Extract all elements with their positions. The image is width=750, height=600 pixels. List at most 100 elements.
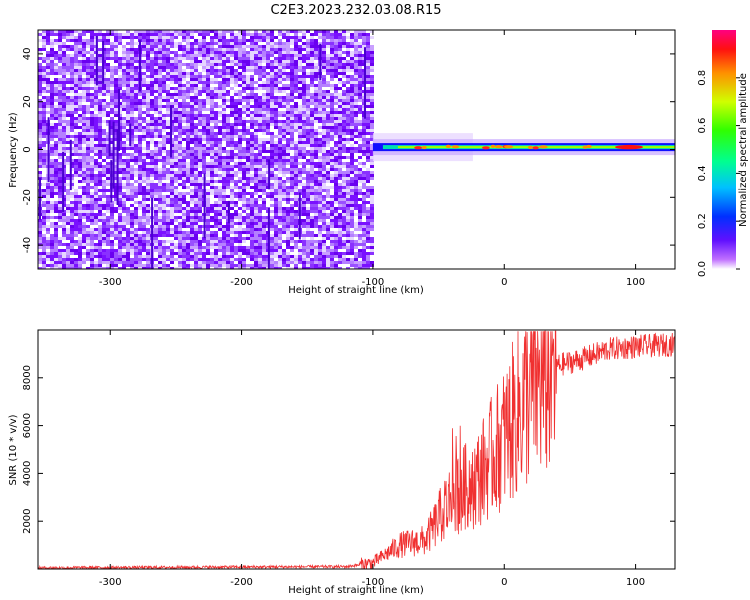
noise-cell bbox=[42, 111, 46, 114]
noise-cell bbox=[74, 30, 78, 33]
noise-cell bbox=[230, 90, 234, 93]
noise-cell bbox=[226, 198, 230, 201]
noise-cell bbox=[158, 129, 162, 132]
noise-cell bbox=[226, 120, 230, 123]
noise-cell bbox=[230, 222, 234, 225]
noise-cell bbox=[118, 195, 122, 198]
noise-cell bbox=[142, 81, 146, 84]
noise-cell bbox=[98, 120, 102, 123]
noise-cell bbox=[270, 210, 274, 213]
noise-cell bbox=[254, 147, 258, 150]
noise-cell bbox=[190, 117, 194, 120]
noise-cell bbox=[214, 240, 218, 243]
noise-cell bbox=[98, 252, 102, 255]
noise-cell bbox=[274, 168, 278, 171]
noise-cell bbox=[94, 138, 98, 141]
noise-cell bbox=[226, 33, 230, 36]
noise-cell bbox=[246, 186, 250, 189]
noise-cell bbox=[98, 60, 102, 63]
noise-cell bbox=[238, 174, 242, 177]
noise-cell bbox=[282, 30, 286, 33]
noise-cell bbox=[282, 39, 286, 42]
noise-cell bbox=[70, 168, 74, 171]
noise-cell bbox=[194, 258, 198, 261]
noise-cell bbox=[150, 72, 154, 75]
noise-cell bbox=[218, 60, 222, 63]
noise-cell bbox=[142, 93, 146, 96]
noise-cell bbox=[130, 69, 134, 72]
noise-cell bbox=[54, 84, 58, 87]
noise-cell bbox=[190, 216, 194, 219]
noise-cell bbox=[114, 69, 118, 72]
noise-cell bbox=[178, 180, 182, 183]
noise-cell bbox=[94, 153, 98, 156]
noise-cell bbox=[166, 234, 170, 237]
noise-cell bbox=[78, 153, 82, 156]
noise-cell bbox=[54, 45, 58, 48]
noise-cell bbox=[74, 123, 78, 126]
noise-cell bbox=[282, 48, 286, 51]
noise-cell bbox=[154, 42, 158, 45]
noise-cell bbox=[226, 126, 230, 129]
noise-cell bbox=[114, 213, 118, 216]
noise-cell bbox=[266, 177, 270, 180]
noise-cell bbox=[78, 111, 82, 114]
noise-cell bbox=[42, 144, 46, 147]
noise-cell bbox=[222, 69, 226, 72]
noise-cell bbox=[182, 96, 186, 99]
noise-cell bbox=[206, 129, 210, 132]
noise-cell bbox=[214, 69, 218, 72]
noise-cell bbox=[130, 126, 134, 129]
noise-cell bbox=[66, 198, 70, 201]
noise-cell bbox=[50, 39, 54, 42]
noise-cell bbox=[206, 141, 210, 144]
noise-cell bbox=[98, 36, 102, 39]
noise-cell bbox=[206, 99, 210, 102]
noise-cell bbox=[286, 45, 290, 48]
noise-cell bbox=[214, 186, 218, 189]
noise-cell bbox=[206, 255, 210, 258]
noise-cell bbox=[274, 114, 278, 117]
noise-cell bbox=[170, 243, 174, 246]
noise-cell bbox=[266, 186, 270, 189]
noise-cell bbox=[82, 51, 86, 54]
noise-cell bbox=[86, 210, 90, 213]
noise-cell bbox=[202, 45, 206, 48]
noise-cell bbox=[94, 159, 98, 162]
noise-cell bbox=[178, 144, 182, 147]
noise-cell bbox=[170, 168, 174, 171]
noise-cell bbox=[62, 147, 66, 150]
noise-cell bbox=[154, 45, 158, 48]
noise-cell bbox=[54, 75, 58, 78]
noise-cell bbox=[266, 78, 270, 81]
noise-cell bbox=[190, 126, 194, 129]
noise-cell bbox=[186, 39, 190, 42]
noise-cell bbox=[82, 219, 86, 222]
noise-cell bbox=[154, 231, 158, 234]
noise-cell bbox=[90, 102, 94, 105]
noise-cell bbox=[70, 105, 74, 108]
noise-cell bbox=[270, 66, 274, 69]
noise-cell bbox=[258, 189, 262, 192]
noise-cell bbox=[186, 240, 190, 243]
noise-cell bbox=[270, 192, 274, 195]
noise-cell bbox=[90, 96, 94, 99]
noise-cell bbox=[154, 111, 158, 114]
noise-cell bbox=[198, 150, 202, 153]
noise-cell bbox=[122, 216, 126, 219]
noise-cell bbox=[70, 78, 74, 81]
noise-cell bbox=[66, 231, 70, 234]
noise-cell bbox=[250, 162, 254, 165]
noise-cell bbox=[66, 141, 70, 144]
noise-cell bbox=[198, 66, 202, 69]
noise-cell bbox=[118, 153, 122, 156]
noise-cell bbox=[162, 144, 166, 147]
noise-cell bbox=[42, 126, 46, 129]
noise-cell bbox=[282, 159, 286, 162]
noise-cell bbox=[58, 195, 62, 198]
noise-cell bbox=[166, 258, 170, 261]
noise-cell bbox=[226, 90, 230, 93]
noise-cell bbox=[94, 111, 98, 114]
noise-cell bbox=[66, 177, 70, 180]
noise-cell bbox=[242, 132, 246, 135]
